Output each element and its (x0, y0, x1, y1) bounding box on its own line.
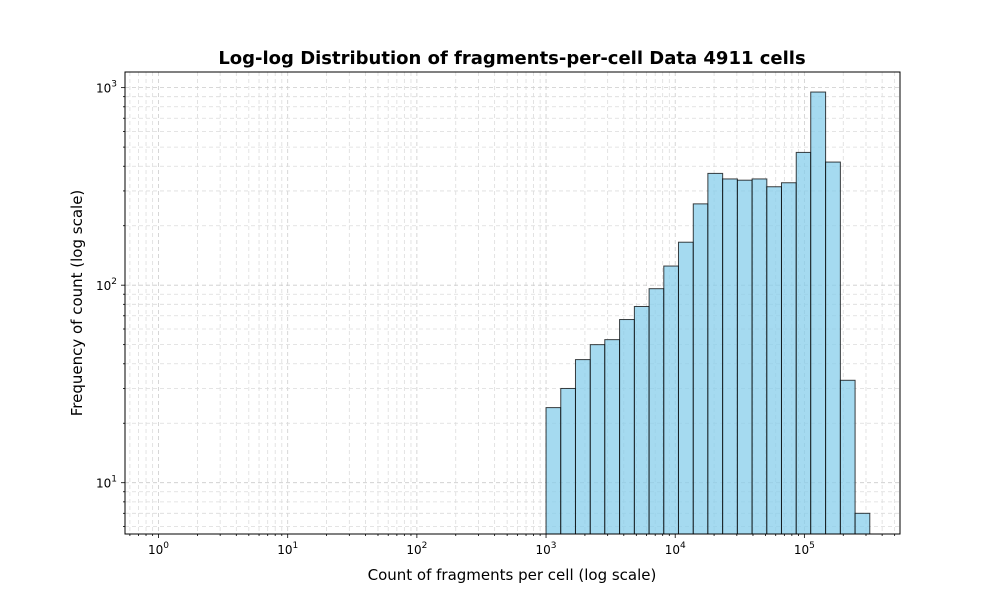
x-tick-label: 100 (148, 541, 169, 557)
histogram-bar (545, 407, 562, 535)
histogram-bar (707, 172, 724, 535)
histogram-bar (619, 319, 635, 535)
histogram-bar (589, 344, 606, 535)
histogram-bar (736, 179, 753, 535)
histogram-bar (780, 182, 797, 535)
x-tick-label: 103 (536, 541, 557, 557)
histogram-bar (839, 379, 856, 535)
histogram-bars (545, 91, 871, 535)
histogram-bar (722, 178, 738, 535)
histogram-bar (751, 178, 768, 535)
histogram-bar (766, 186, 782, 535)
y-tick-label: 101 (96, 475, 117, 491)
histogram-bar (648, 288, 665, 535)
histogram-bar (854, 512, 871, 535)
histogram-bar (574, 359, 591, 535)
y-tick-label: 102 (96, 277, 117, 293)
histogram-bar (692, 203, 709, 535)
histogram-bar (604, 339, 621, 535)
y-axis-label: Frequency of count (log scale) (68, 190, 86, 417)
histogram-bar (810, 91, 827, 535)
x-tick-label: 101 (277, 541, 298, 557)
histogram-bar (825, 161, 841, 535)
histogram-bar (633, 305, 650, 535)
histogram-bar (663, 265, 679, 535)
x-tick-label: 105 (794, 541, 815, 557)
histogram-bar (795, 151, 812, 535)
histogram-bar (677, 241, 694, 535)
plot-area-frame (124, 71, 901, 535)
y-tick-label: 103 (96, 80, 117, 96)
axis-ticks: 100 101 102 103 104 105 101 102 103 (96, 80, 896, 557)
x-tick-label: 104 (665, 541, 686, 557)
x-axis-label: Count of fragments per cell (log scale) (368, 566, 657, 584)
chart-title: Log-log Distribution of fragments-per-ce… (218, 48, 805, 69)
x-tick-label: 102 (406, 541, 427, 557)
histogram-bar (560, 387, 576, 535)
